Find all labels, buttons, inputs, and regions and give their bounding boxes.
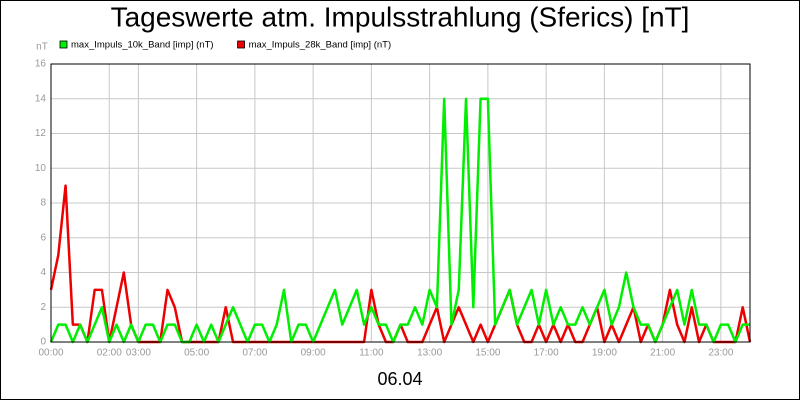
x-tick-label: 17:00 bbox=[534, 348, 559, 359]
plot-frame bbox=[50, 63, 751, 343]
y-tick-label: 8 bbox=[40, 198, 46, 209]
x-axis-label: 06.04 bbox=[377, 369, 422, 389]
series-line bbox=[49, 97, 750, 344]
x-tick-label: 19:00 bbox=[592, 348, 617, 359]
x-tick-label: 00:00 bbox=[38, 348, 63, 359]
legend-label: max_Impuls_28k_Band [imp] (nT) bbox=[249, 40, 392, 51]
x-tick-label: 02:00 bbox=[97, 348, 122, 359]
x-tick-label: 09:00 bbox=[301, 348, 326, 359]
legend-swatch bbox=[237, 40, 245, 49]
x-tick-label: 11:00 bbox=[359, 348, 384, 359]
y-tick-label: 16 bbox=[35, 59, 47, 70]
x-tick-label: 13:00 bbox=[417, 348, 442, 359]
x-tick-label: 23:00 bbox=[708, 348, 733, 359]
y-tick-label: 14 bbox=[35, 93, 47, 104]
legend-label: max_Impuls_10k_Band [imp] (nT) bbox=[71, 40, 214, 51]
y-tick-label: 6 bbox=[40, 232, 46, 243]
plot bbox=[49, 97, 752, 344]
legend: max_Impuls_10k_Band [imp] (nT) max_Impuls… bbox=[59, 40, 392, 51]
y-tick-label: 10 bbox=[35, 163, 47, 174]
x-tick-label: 07:00 bbox=[242, 348, 267, 359]
x-tick-label: 15:00 bbox=[475, 348, 500, 359]
y-tick-label: 2 bbox=[40, 302, 46, 313]
chart-title: Tageswerte atm. Impulsstrahlung (Sferics… bbox=[111, 1, 690, 32]
x-tick-label: 03:00 bbox=[126, 348, 151, 359]
x-tick-label: 21:00 bbox=[650, 348, 675, 359]
y-tick-label: 0 bbox=[40, 337, 46, 348]
y-tick-label: 4 bbox=[40, 267, 46, 278]
x-tick-label: 05:00 bbox=[184, 348, 209, 359]
y-tick-label: 12 bbox=[35, 128, 47, 139]
legend-swatch bbox=[59, 40, 68, 49]
y-axis-label: nT bbox=[36, 42, 48, 53]
